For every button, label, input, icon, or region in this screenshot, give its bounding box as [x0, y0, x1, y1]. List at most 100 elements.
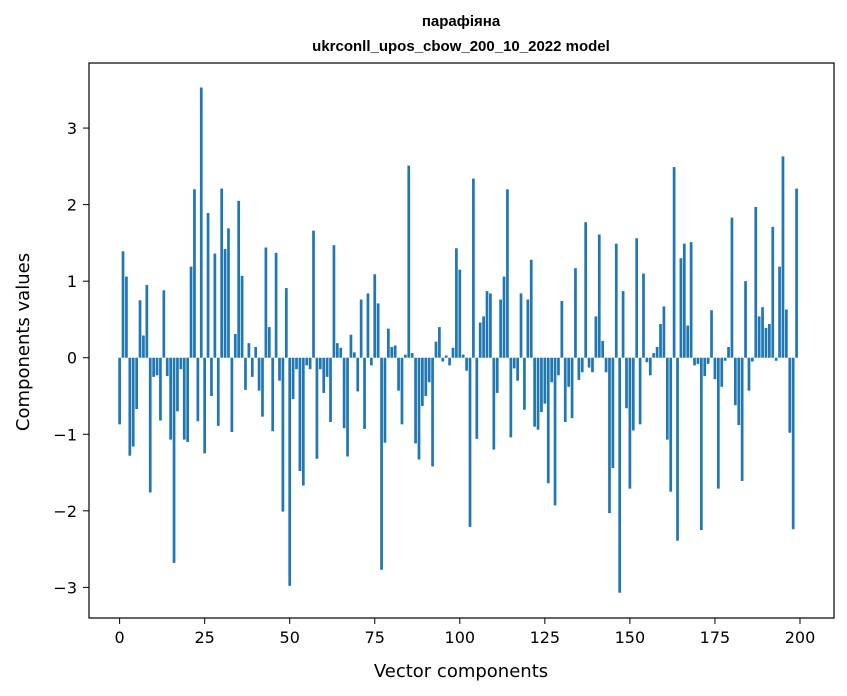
bar [438, 327, 441, 358]
bar [577, 357, 581, 380]
bar [421, 357, 424, 406]
bar [414, 357, 417, 444]
bar [352, 352, 356, 358]
bar [335, 343, 339, 358]
bar [359, 299, 363, 358]
bar [356, 357, 360, 392]
bar [261, 357, 264, 417]
bar [625, 357, 628, 409]
bar [410, 353, 414, 358]
bar [121, 251, 125, 358]
bar [781, 156, 785, 358]
bar [645, 357, 649, 363]
bar [468, 357, 472, 527]
bar [682, 243, 686, 358]
bar [482, 316, 485, 358]
bar [713, 357, 717, 380]
bar [369, 357, 373, 366]
bar [458, 269, 462, 358]
x-tick-label: 125 [530, 628, 561, 647]
bar [465, 357, 468, 371]
bar [669, 357, 673, 492]
bar [165, 357, 169, 377]
bar [148, 357, 152, 493]
bar [138, 300, 142, 358]
bar [172, 357, 176, 563]
x-tick-label: 75 [365, 628, 385, 647]
bar [169, 357, 172, 440]
bar [611, 357, 615, 468]
bar [223, 249, 227, 358]
bar [495, 357, 499, 393]
bar [383, 357, 387, 443]
bar [213, 253, 217, 358]
bar [274, 252, 278, 358]
bar [390, 347, 394, 358]
bar [284, 288, 288, 358]
bar [621, 291, 625, 358]
bars-group [118, 87, 798, 593]
bar [179, 357, 183, 370]
bar [281, 357, 285, 512]
bar [444, 355, 448, 358]
bar [730, 217, 734, 358]
bar [254, 347, 258, 358]
bar [720, 357, 724, 387]
bar [523, 357, 526, 410]
bar [499, 299, 502, 358]
x-tick-label: 100 [445, 628, 476, 647]
bar [206, 213, 210, 358]
x-tick-label: 25 [194, 628, 214, 647]
bar [240, 275, 244, 358]
bar [795, 188, 798, 358]
x-axis-ticks: 0 25 50 75 100 125 150 175 200 [115, 618, 815, 647]
bar [196, 357, 200, 422]
bar [380, 357, 383, 570]
bar [703, 357, 707, 377]
bar [631, 357, 635, 431]
chart-title: парафіяна [422, 13, 501, 30]
bar [397, 357, 400, 391]
y-tick-label: 1 [67, 272, 77, 291]
bar [506, 189, 509, 358]
bar [584, 222, 588, 358]
bar [332, 245, 336, 358]
bar [747, 357, 751, 391]
bar [244, 357, 247, 390]
bar [216, 357, 220, 426]
bar [509, 357, 513, 438]
bar [298, 357, 302, 472]
bar [250, 357, 254, 377]
bar [706, 357, 710, 364]
bar [322, 357, 326, 393]
bar [424, 357, 428, 396]
bar [574, 268, 577, 358]
x-tick-label: 0 [115, 628, 125, 647]
bar [152, 357, 155, 377]
x-tick-label: 175 [700, 628, 731, 647]
x-tick-label: 50 [280, 628, 300, 647]
bar [628, 357, 632, 489]
bar [400, 357, 404, 425]
bar [502, 276, 506, 358]
bar [210, 357, 213, 396]
bar [519, 293, 523, 358]
bar [155, 357, 159, 376]
bar [312, 230, 315, 358]
bar [199, 87, 203, 358]
bar [665, 357, 669, 440]
bar [475, 357, 479, 439]
bar [291, 357, 295, 400]
bar [563, 357, 567, 423]
y-tick-label: 3 [67, 119, 77, 138]
bar [393, 345, 397, 358]
bar [305, 357, 309, 366]
bar [318, 357, 322, 370]
bar [267, 327, 271, 358]
bar [597, 234, 601, 358]
bar [220, 188, 224, 358]
bar [618, 357, 622, 593]
bar [764, 327, 768, 358]
bar [162, 290, 166, 358]
